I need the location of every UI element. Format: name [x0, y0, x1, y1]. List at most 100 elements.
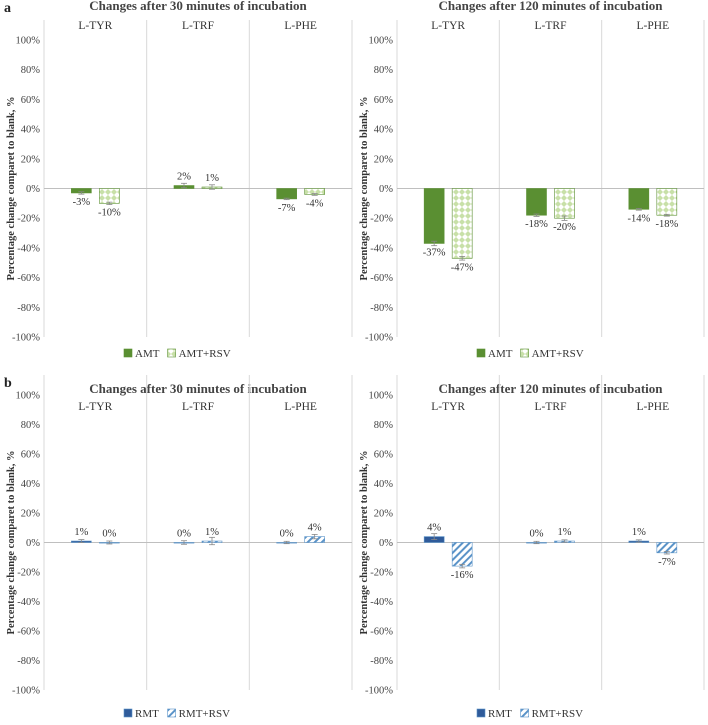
- y-tick-label: 40%: [21, 125, 41, 136]
- legend-label: AMT+RSV: [532, 348, 584, 360]
- y-tick-label: 100%: [16, 36, 41, 47]
- bar-amt: [276, 188, 297, 200]
- bar-rmt_rsv: [451, 542, 473, 567]
- y-tick-label: 60%: [21, 95, 41, 106]
- data-label: 2%: [177, 172, 191, 183]
- y-tick-label: 100%: [369, 36, 394, 47]
- y-tick-label: -40%: [17, 243, 40, 254]
- data-label: -47%: [451, 262, 474, 273]
- y-tick-label: 0%: [379, 184, 393, 195]
- y-tick-label: 60%: [21, 450, 41, 461]
- charts-layer: Changes after 30 minutes of incubation Pe…: [6, 0, 705, 720]
- data-label: 1%: [74, 527, 88, 538]
- y-axis-label: Percentage change comparet to blank, %: [6, 451, 17, 635]
- category-label: L-PHE: [637, 401, 670, 413]
- y-tick-label: -60%: [17, 627, 40, 638]
- chart-1: Changes after 120 minutes of incubation P…: [359, 0, 705, 360]
- y-tick-label: 80%: [374, 65, 394, 76]
- bar-amt_rsv: [554, 188, 575, 219]
- legend-label: AMT: [488, 348, 513, 360]
- y-axis-label: Percentage change comparet to blank, %: [359, 97, 370, 281]
- legend-label: RMT+RSV: [532, 708, 583, 720]
- data-label: -20%: [553, 222, 576, 233]
- legend-swatch-amt_rsv: [520, 348, 529, 358]
- bar-amt: [423, 188, 445, 244]
- legend-label: RMT: [488, 708, 512, 720]
- panel-letter-b: b: [4, 376, 12, 391]
- y-tick-label: -20%: [17, 214, 40, 225]
- data-label: 1%: [205, 527, 219, 538]
- data-label: -3%: [73, 197, 91, 208]
- bar-amt_rsv: [451, 188, 473, 259]
- legend-label: RMT+RSV: [179, 708, 230, 720]
- data-label: -37%: [423, 247, 446, 258]
- y-tick-label: -80%: [17, 656, 40, 667]
- category-label: L-TYR: [431, 20, 465, 32]
- chart-title: Changes after 120 minutes of incubation: [438, 0, 663, 13]
- bar-amt: [526, 188, 547, 216]
- data-label: 4%: [427, 523, 441, 534]
- category-label: L-TYR: [78, 20, 112, 32]
- y-tick-label: -100%: [365, 686, 393, 697]
- y-tick-label: 0%: [26, 538, 40, 549]
- y-tick-label: 80%: [21, 65, 41, 76]
- category-label: L-TYR: [431, 401, 465, 413]
- y-tick-label: -60%: [370, 273, 393, 284]
- data-label: 0%: [280, 529, 294, 540]
- data-label: 0%: [102, 529, 116, 540]
- y-tick-label: -40%: [370, 243, 393, 254]
- legend-swatch-rmt_rsv: [520, 708, 529, 718]
- data-label: -18%: [525, 219, 548, 230]
- category-label: L-TRF: [535, 401, 567, 413]
- panel-letter-a: a: [4, 1, 11, 16]
- data-label: 1%: [632, 527, 646, 538]
- y-tick-label: -80%: [370, 656, 393, 667]
- chart-title: Changes after 30 minutes of incubation: [89, 381, 307, 396]
- data-label: -4%: [306, 198, 324, 209]
- data-label: -7%: [278, 203, 296, 214]
- legend-swatch-amt: [123, 348, 133, 358]
- y-tick-label: 60%: [374, 450, 394, 461]
- chart-title: Changes after 120 minutes of incubation: [438, 381, 663, 396]
- y-tick-label: -100%: [365, 333, 393, 344]
- category-label: L-TRF: [182, 20, 214, 32]
- legend-swatch-amt: [476, 348, 486, 358]
- chart-title: Changes after 30 minutes of incubation: [89, 0, 307, 13]
- y-tick-label: -40%: [370, 597, 393, 608]
- y-tick-label: 20%: [374, 154, 394, 165]
- chart-2: Changes after 30 minutes of incubation Pe…: [6, 375, 353, 720]
- category-label: L-TRF: [182, 401, 214, 413]
- legend-label: AMT: [135, 348, 160, 360]
- y-tick-label: 100%: [369, 391, 394, 402]
- legend-label: AMT+RSV: [179, 348, 231, 360]
- category-label: L-PHE: [284, 20, 317, 32]
- data-label: 0%: [177, 529, 191, 540]
- y-tick-label: 0%: [379, 538, 393, 549]
- category-label: L-PHE: [284, 401, 317, 413]
- y-tick-label: -100%: [12, 686, 40, 697]
- bar-amt_rsv: [99, 188, 120, 204]
- legend-swatch-amt_rsv: [167, 348, 176, 358]
- y-tick-label: -20%: [370, 214, 393, 225]
- legend-swatch-rmt: [123, 708, 133, 718]
- legend-label: RMT: [135, 708, 159, 720]
- y-tick-label: 80%: [374, 420, 394, 431]
- category-label: L-PHE: [637, 20, 670, 32]
- y-tick-label: 20%: [21, 154, 41, 165]
- y-tick-label: -20%: [370, 568, 393, 579]
- y-tick-label: 80%: [21, 420, 41, 431]
- y-tick-label: 40%: [374, 125, 394, 136]
- legend-swatch-rmt_rsv: [167, 708, 176, 718]
- chart-3: Changes after 120 minutes of incubation P…: [359, 375, 705, 720]
- y-tick-label: 0%: [26, 184, 40, 195]
- data-label: -14%: [627, 213, 650, 224]
- y-tick-label: -80%: [17, 303, 40, 314]
- y-axis-label: Percentage change comparet to blank, %: [6, 97, 17, 281]
- data-label: 4%: [308, 523, 322, 534]
- y-tick-label: -20%: [17, 568, 40, 579]
- y-tick-label: 20%: [21, 509, 41, 520]
- data-label: 1%: [205, 173, 219, 184]
- y-tick-label: 100%: [16, 391, 41, 402]
- data-label: -7%: [658, 557, 676, 568]
